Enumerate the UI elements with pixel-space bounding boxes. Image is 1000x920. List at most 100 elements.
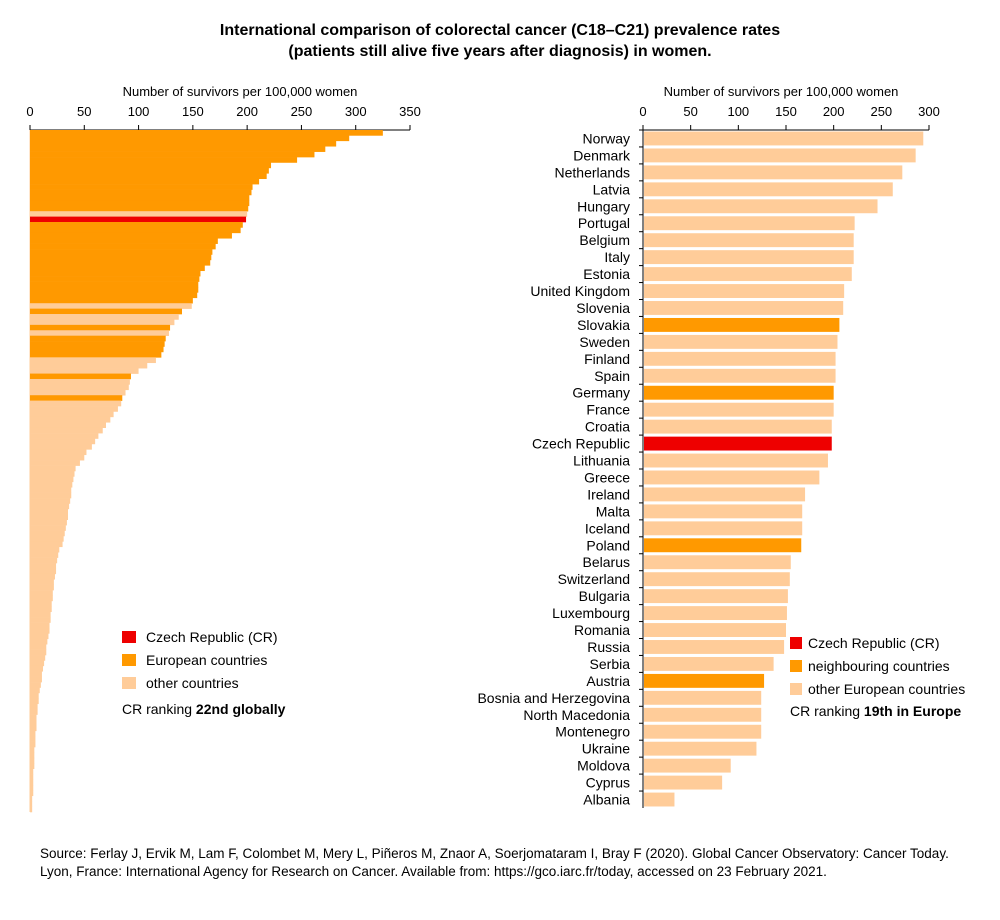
left-bar bbox=[30, 503, 70, 510]
right-bar bbox=[644, 690, 762, 705]
left-bar bbox=[30, 801, 33, 807]
left-bar bbox=[30, 514, 68, 521]
right-category-label: Greece bbox=[584, 469, 630, 485]
title-line-2: (patients still alive five years after d… bbox=[288, 43, 712, 60]
right-category-label: Malta bbox=[596, 503, 630, 519]
right-category-label: Netherlands bbox=[555, 164, 631, 180]
right-bar bbox=[644, 707, 762, 722]
left-bar bbox=[30, 487, 72, 493]
right-category-label: Denmark bbox=[573, 147, 631, 163]
left-bar bbox=[30, 687, 40, 694]
left-bar bbox=[30, 584, 54, 591]
right-legend-label: other European countries bbox=[808, 681, 965, 697]
left-bar bbox=[30, 384, 129, 391]
left-bar bbox=[30, 346, 164, 353]
right-bar bbox=[644, 758, 731, 773]
left-bar bbox=[30, 422, 106, 428]
left-bar bbox=[30, 232, 232, 239]
left-bar bbox=[30, 216, 247, 223]
left-bar bbox=[30, 454, 85, 461]
left-bar bbox=[30, 227, 241, 234]
left-legend-swatch bbox=[122, 631, 136, 643]
left-bar bbox=[30, 655, 46, 661]
right-ranking-note: CR ranking 19th in Europe bbox=[790, 703, 961, 719]
left-bar bbox=[30, 644, 47, 650]
right-bar bbox=[644, 656, 774, 671]
right-ranking-bold: 19th in Europe bbox=[864, 703, 961, 719]
left-bar bbox=[30, 140, 337, 147]
left-bar bbox=[30, 552, 59, 558]
right-bar bbox=[644, 470, 820, 485]
right-x-tick-label: 50 bbox=[683, 104, 697, 119]
left-bar bbox=[30, 259, 211, 266]
left-bar bbox=[30, 243, 216, 250]
right-category-label: Germany bbox=[572, 385, 630, 401]
right-x-tick-label: 250 bbox=[870, 104, 892, 119]
right-category-label: Bulgaria bbox=[579, 588, 631, 604]
left-bar bbox=[30, 617, 51, 623]
right-bar bbox=[644, 284, 845, 298]
right-category-label: Austria bbox=[586, 673, 630, 689]
left-x-tick-label: 0 bbox=[26, 104, 33, 119]
left-bar bbox=[30, 335, 166, 342]
right-bar bbox=[644, 334, 838, 349]
left-bar bbox=[30, 222, 243, 228]
right-category-label: Portugal bbox=[578, 215, 630, 231]
left-bar bbox=[30, 676, 42, 683]
right-bar bbox=[644, 741, 757, 756]
left-bar bbox=[30, 779, 34, 786]
left-bar bbox=[30, 806, 33, 813]
left-x-tick-label: 50 bbox=[77, 104, 91, 119]
left-bar bbox=[30, 270, 201, 277]
left-bar bbox=[30, 795, 33, 802]
left-bar bbox=[30, 660, 45, 667]
right-category-label: Luxembourg bbox=[552, 605, 630, 621]
right-category-label: Serbia bbox=[590, 656, 631, 672]
left-bar bbox=[30, 622, 50, 629]
right-category-label: Switzerland bbox=[558, 571, 630, 587]
right-category-label: Romania bbox=[574, 622, 630, 638]
left-bar bbox=[30, 411, 114, 418]
left-bar bbox=[30, 178, 260, 185]
right-x-tick-label: 100 bbox=[727, 104, 749, 119]
left-bar bbox=[30, 427, 103, 434]
right-category-label: Italy bbox=[604, 249, 630, 265]
left-bar bbox=[30, 471, 75, 477]
left-bar bbox=[30, 351, 162, 358]
left-bar bbox=[30, 265, 205, 272]
right-bar bbox=[644, 250, 854, 265]
right-category-label: Poland bbox=[586, 537, 630, 553]
right-legend-label: neighbouring countries bbox=[808, 658, 950, 674]
left-bar bbox=[30, 378, 130, 385]
left-bar bbox=[30, 611, 51, 618]
right-bar bbox=[644, 267, 852, 282]
left-legend-swatch bbox=[122, 654, 136, 666]
left-bar bbox=[30, 357, 156, 364]
left-bar bbox=[30, 254, 212, 261]
right-legend-swatch bbox=[790, 683, 802, 695]
left-x-tick-label: 150 bbox=[182, 104, 204, 119]
left-bar bbox=[30, 481, 73, 488]
right-bar bbox=[644, 385, 834, 400]
left-bar bbox=[30, 324, 171, 331]
left-bar bbox=[30, 281, 199, 288]
left-bar bbox=[30, 747, 35, 753]
right-category-label: Finland bbox=[584, 351, 630, 367]
left-bar bbox=[30, 525, 66, 531]
left-legend-label: European countries bbox=[146, 652, 267, 668]
left-bar bbox=[30, 600, 52, 607]
right-category-label: Albania bbox=[583, 792, 630, 808]
right-category-label: Norway bbox=[583, 130, 630, 146]
right-bar bbox=[644, 792, 675, 807]
left-bar bbox=[30, 709, 38, 715]
right-category-label: Croatia bbox=[585, 419, 630, 435]
left-bar bbox=[30, 200, 250, 207]
left-bar bbox=[30, 763, 35, 769]
left-bar bbox=[30, 167, 269, 174]
left-bar bbox=[30, 249, 213, 255]
left-bar bbox=[30, 649, 47, 656]
left-bar bbox=[30, 492, 72, 499]
left-x-tick-label: 300 bbox=[345, 104, 367, 119]
left-bar bbox=[30, 406, 118, 412]
right-category-label: Estonia bbox=[583, 266, 630, 282]
